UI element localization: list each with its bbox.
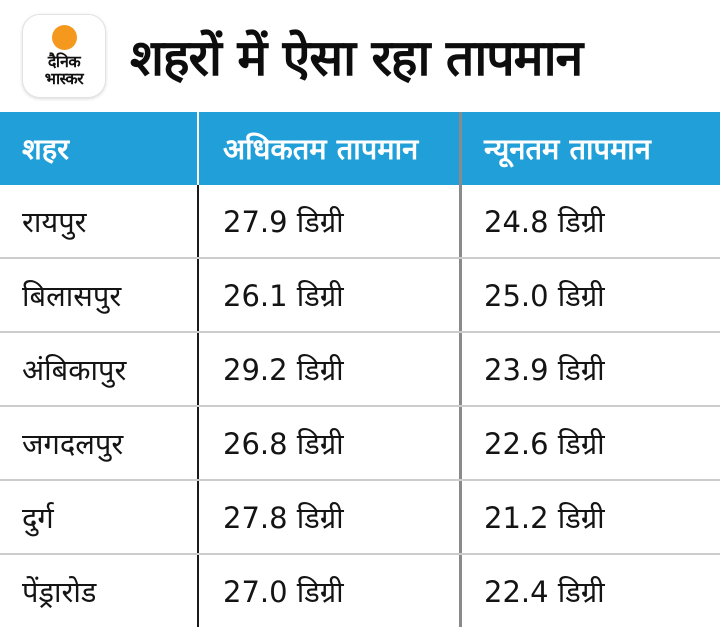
- logo-text-line1: दैनिक: [47, 52, 81, 71]
- max-temp-cell: 27.8 डिग्री: [197, 481, 459, 553]
- city-cell: अंबिकापुर: [22, 352, 127, 387]
- dainik-bhaskar-logo: दैनिक भास्कर: [22, 14, 106, 98]
- min-temp-cell: 24.8 डिग्री: [459, 185, 720, 257]
- logo-text-line2: भास्कर: [44, 69, 84, 88]
- min-temp-cell: 22.4 डिग्री: [459, 555, 720, 627]
- city-cell: पेंड्रारोड: [22, 574, 97, 609]
- min-temp-cell: 23.9 डिग्री: [459, 333, 720, 405]
- max-temp-cell: 26.1 डिग्री: [197, 259, 459, 331]
- min-temp-cell: 22.6 डिग्री: [459, 407, 720, 479]
- table-row: रायपुर 27.9 डिग्री 24.8 डिग्री: [0, 185, 720, 257]
- column-header-city: शहर: [22, 132, 69, 166]
- column-header-min-temp: न्यूनतम तापमान: [459, 112, 720, 185]
- logo-sun-icon: [51, 25, 77, 50]
- table-header-row: शहर अधिकतम तापमान न्यूनतम तापमान: [0, 112, 720, 185]
- min-temp-cell: 25.0 डिग्री: [459, 259, 720, 331]
- city-cell: रायपुर: [22, 204, 87, 239]
- max-temp-cell: 26.8 डिग्री: [197, 407, 459, 479]
- table-row: बिलासपुर 26.1 डिग्री 25.0 डिग्री: [0, 257, 720, 331]
- min-temp-cell: 21.2 डिग्री: [459, 481, 720, 553]
- city-cell: दुर्ग: [22, 500, 54, 535]
- table-row: दुर्ग 27.8 डिग्री 21.2 डिग्री: [0, 479, 720, 553]
- max-temp-cell: 29.2 डिग्री: [197, 333, 459, 405]
- table-body: रायपुर 27.9 डिग्री 24.8 डिग्री बिलासपुर …: [0, 185, 720, 627]
- page-title: शहरों में ऐसा रहा तापमान: [130, 29, 583, 87]
- max-temp-cell: 27.9 डिग्री: [197, 185, 459, 257]
- table-row: जगदलपुर 26.8 डिग्री 22.6 डिग्री: [0, 405, 720, 479]
- max-temp-cell: 27.0 डिग्री: [197, 555, 459, 627]
- column-header-max-temp: अधिकतम तापमान: [197, 112, 459, 185]
- city-cell: बिलासपुर: [22, 278, 122, 313]
- temperature-table: शहर अधिकतम तापमान न्यूनतम तापमान रायपुर …: [0, 112, 720, 627]
- table-row: अंबिकापुर 29.2 डिग्री 23.9 डिग्री: [0, 331, 720, 405]
- city-cell: जगदलपुर: [22, 426, 124, 461]
- table-row: पेंड्रारोड 27.0 डिग्री 22.4 डिग्री: [0, 553, 720, 627]
- header-bar: दैनिक भास्कर शहरों में ऐसा रहा तापमान: [0, 0, 720, 112]
